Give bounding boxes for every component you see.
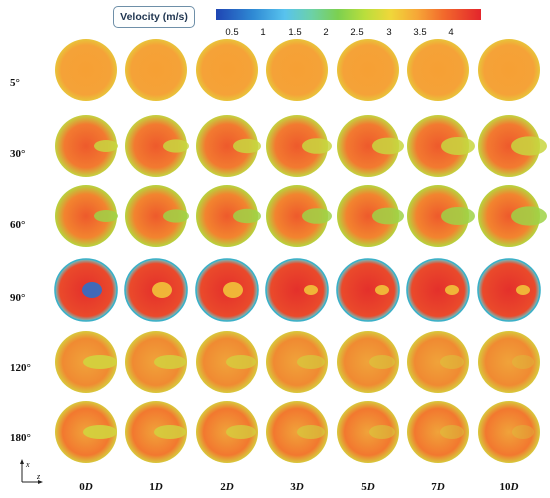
contour-disc	[478, 115, 547, 177]
column-label-number: 2	[220, 481, 226, 493]
colorbar-tick-label: 0.5	[225, 27, 239, 38]
column-label: 7D	[431, 481, 444, 493]
axis-z-label: z	[36, 472, 41, 481]
contour-disc	[337, 39, 399, 101]
row-label: 30°	[10, 148, 26, 160]
contour-disc	[407, 401, 469, 463]
column-label: 0D	[79, 481, 92, 493]
column-label-unit: D	[225, 481, 234, 493]
column-label: 5D	[361, 481, 374, 493]
contour-disc	[478, 401, 540, 463]
colorbar-title: Velocity (m/s)	[113, 6, 195, 28]
row-label: 60°	[10, 219, 26, 231]
contour-disc	[125, 185, 189, 247]
contour-disc	[337, 115, 404, 177]
row-label: 120°	[10, 362, 31, 374]
contour-disc	[407, 115, 475, 177]
column-label-unit: D	[84, 481, 93, 493]
axis-indicator: x z	[18, 458, 48, 488]
column-label-unit: D	[366, 481, 375, 493]
row-label: 90°	[10, 292, 26, 304]
contour-disc	[125, 331, 187, 393]
column-label-unit: D	[295, 481, 304, 493]
contour-disc	[266, 401, 328, 463]
column-label-number: 5	[361, 481, 367, 493]
column-label-unit: D	[510, 481, 519, 493]
contour-disc	[337, 401, 399, 463]
contour-disc	[55, 39, 117, 101]
column-label: 3D	[290, 481, 303, 493]
colorbar	[216, 9, 481, 20]
colorbar-tick-label: 3.5	[413, 27, 427, 38]
contour-disc	[196, 39, 258, 101]
column-label-number: 1	[149, 481, 155, 493]
colorbar-tick-label: 1.5	[288, 27, 302, 38]
contour-disc	[266, 331, 328, 393]
row-label: 5°	[10, 77, 20, 89]
contour-disc	[407, 185, 475, 247]
column-label-unit: D	[436, 481, 445, 493]
contour-disc	[266, 185, 332, 247]
contour-disc	[55, 401, 117, 463]
colorbar-tick-label: 2	[323, 27, 329, 38]
column-label: 10D	[500, 481, 519, 493]
colorbar-tick-label: 1	[260, 27, 266, 38]
contour-disc	[124, 258, 188, 322]
column-label-number: 0	[79, 481, 85, 493]
contour-disc	[125, 39, 187, 101]
contour-disc	[196, 185, 261, 247]
contour-disc	[336, 258, 400, 322]
contour-disc	[337, 185, 404, 247]
column-label-unit: D	[154, 481, 163, 493]
column-label: 1D	[149, 481, 162, 493]
column-label: 2D	[220, 481, 233, 493]
column-label-number: 7	[431, 481, 437, 493]
contour-disc	[478, 185, 547, 247]
colorbar-tick-label: 2.5	[350, 27, 364, 38]
contour-disc	[266, 115, 332, 177]
contour-disc	[195, 258, 259, 322]
axis-x-label: x	[25, 460, 30, 469]
contour-disc	[478, 331, 540, 393]
colorbar-tick-label: 3	[386, 27, 392, 38]
contour-disc	[55, 331, 117, 393]
column-label-number: 3	[290, 481, 296, 493]
contour-disc	[478, 39, 540, 101]
contour-disc	[55, 185, 118, 247]
contour-disc	[196, 401, 258, 463]
contour-disc	[196, 115, 261, 177]
contour-disc	[407, 39, 469, 101]
contour-disc	[266, 39, 328, 101]
row-label: 180°	[10, 432, 31, 444]
column-label-number: 10	[499, 481, 511, 493]
contour-disc	[125, 115, 189, 177]
contour-disc	[54, 258, 118, 322]
contour-disc	[406, 258, 470, 322]
contour-disc	[407, 331, 469, 393]
contour-disc	[265, 258, 329, 322]
contour-disc	[477, 258, 541, 322]
contour-disc	[55, 115, 118, 177]
contour-disc	[337, 331, 399, 393]
colorbar-tick-label: 4	[448, 27, 454, 38]
contour-disc	[196, 331, 258, 393]
contour-disc	[125, 401, 187, 463]
